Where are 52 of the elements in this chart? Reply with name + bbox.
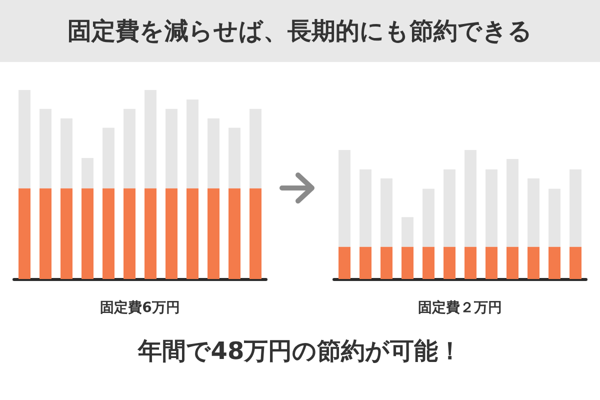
chart-title: 固定費を減らせば、長期的にも節約できる: [0, 0, 600, 62]
bar: [124, 108, 136, 188]
bar: [18, 188, 30, 279]
bar: [486, 169, 498, 247]
bar: [528, 178, 540, 247]
bar: [250, 108, 262, 188]
bar: [166, 188, 178, 279]
bar: [548, 246, 560, 279]
bar: [402, 246, 414, 279]
bar: [186, 99, 198, 188]
bar: [422, 246, 434, 279]
bar: [570, 246, 582, 279]
bar: [40, 108, 52, 188]
bar: [82, 158, 94, 188]
bar: [102, 128, 114, 188]
bar: [82, 188, 94, 279]
bar: [548, 188, 560, 247]
bar: [18, 90, 30, 188]
bar: [40, 188, 52, 279]
bar: [486, 246, 498, 279]
bar: [444, 246, 456, 279]
bar: [208, 188, 220, 279]
bar: [144, 188, 156, 279]
bar: [186, 188, 198, 279]
bar: [444, 169, 456, 247]
text: 年間で48万円の節約が可能！: [136, 336, 464, 367]
bar: [360, 169, 372, 247]
bar: [250, 188, 262, 279]
bar: [464, 150, 476, 247]
bar: [102, 188, 114, 279]
bar: [360, 246, 372, 279]
bar: [338, 150, 350, 247]
x-axis-title: 固定費２万円: [418, 299, 502, 316]
bar: [228, 188, 240, 279]
bar: [124, 188, 136, 279]
bar: [60, 188, 72, 279]
bar: [570, 169, 582, 247]
bar: [144, 90, 156, 188]
bar: [422, 188, 434, 247]
bar: [380, 178, 392, 247]
bar: [528, 246, 540, 279]
bar: [338, 246, 350, 279]
bar: [228, 128, 240, 188]
bar: [464, 246, 476, 279]
bar: [166, 108, 178, 188]
bar: [208, 118, 220, 188]
bar: [380, 246, 392, 279]
bar: [506, 246, 518, 279]
bar: [402, 217, 414, 247]
bar: [506, 159, 518, 247]
x-axis-title: 固定費6万円: [100, 299, 180, 316]
bar: [60, 118, 72, 188]
